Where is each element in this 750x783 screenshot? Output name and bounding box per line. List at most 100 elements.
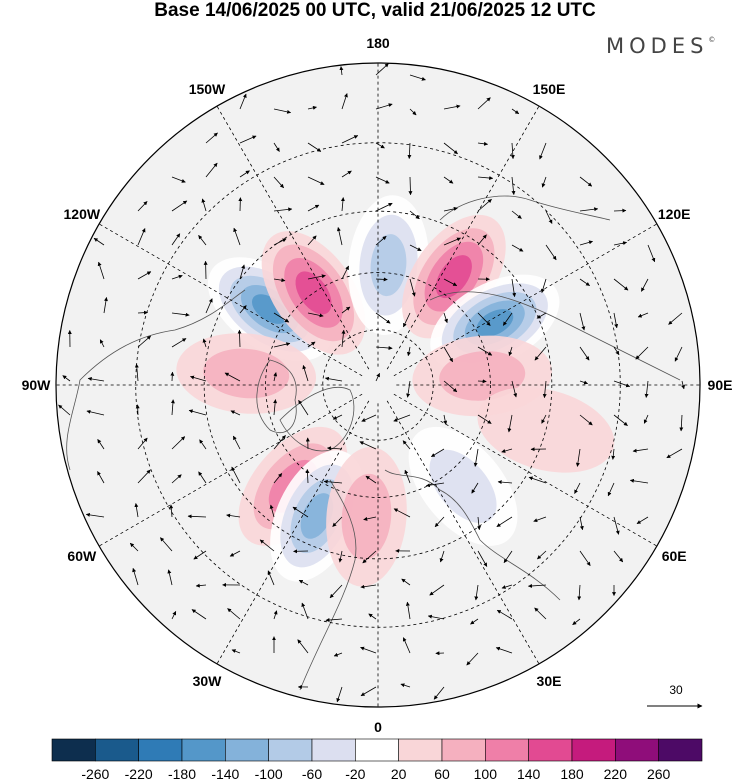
wind-vector (409, 244, 422, 252)
wind-vector (375, 176, 390, 184)
wind-vector (375, 235, 387, 246)
wind-vector (324, 376, 343, 382)
map-boundary (55, 62, 701, 708)
wind-vector (443, 414, 448, 425)
wind-vector (85, 512, 105, 518)
wind-vector (579, 516, 584, 531)
wind-vector (137, 271, 152, 280)
wind-vector (171, 233, 181, 246)
wind-vector (537, 550, 547, 560)
colorbar-tick-label: -20 (345, 766, 365, 782)
longitude-label: 90W (22, 377, 52, 393)
wind-vector (375, 202, 393, 212)
wind-vector (681, 380, 686, 390)
wind-vector (231, 466, 241, 484)
wind-vector (536, 312, 547, 319)
wind-vector (613, 312, 619, 329)
wind-vector (87, 376, 105, 382)
colorbar-swatch (138, 738, 183, 762)
wind-vector (539, 142, 547, 160)
wind-vector (97, 471, 105, 484)
vector-reference-label: 30 (669, 683, 683, 697)
wind-vector (333, 652, 343, 657)
wind-vector (541, 176, 547, 188)
wind-vector (496, 516, 513, 528)
colorbar-tick-label: -100 (255, 766, 283, 782)
wind-vector (341, 135, 359, 144)
wind-vector (637, 312, 649, 318)
wind-vector (429, 584, 445, 596)
wind-vector (360, 584, 377, 589)
wind-vector (572, 618, 581, 626)
wind-vector (403, 312, 411, 328)
wind-vector (340, 197, 345, 212)
wind-vector (298, 579, 309, 586)
colorbar-swatch (528, 738, 573, 762)
wind-vector (99, 339, 105, 348)
wind-vector (635, 346, 649, 360)
map-title: Base 14/06/2025 00 UTC, valid 21/06/2025… (154, 0, 596, 21)
wind-vector (540, 278, 547, 294)
wind-vector (495, 646, 513, 654)
wind-vector (613, 516, 620, 535)
wind-vector (341, 170, 352, 178)
wind-vector (307, 274, 326, 280)
wind-vector (477, 97, 491, 110)
wind-vector (473, 448, 479, 467)
wind-vector (307, 105, 317, 110)
greenland-atlantic-coast (299, 479, 357, 691)
wind-vector (427, 614, 445, 620)
wind-vector (644, 380, 649, 398)
wind-vector (443, 142, 458, 155)
wind-vector (301, 602, 309, 620)
wind-vector (443, 278, 458, 287)
wind-vector (545, 244, 557, 261)
wind-vector (579, 346, 590, 361)
logo-text: MODES (606, 34, 709, 58)
wind-vector (323, 479, 343, 484)
wind-vector (239, 170, 250, 178)
wind-vector (545, 210, 553, 224)
anomaly-contour (341, 473, 392, 560)
wind-vector (273, 312, 290, 323)
wind-vector (474, 584, 479, 601)
wind-vector (273, 372, 278, 382)
wind-vector (666, 448, 683, 459)
colorbar-swatch (51, 738, 96, 762)
anomaly-contour (435, 255, 472, 299)
wind-vector (273, 342, 291, 348)
wind-vector (477, 141, 489, 146)
copyright-mark: © (708, 36, 716, 44)
map-disc (56, 63, 700, 707)
wind-vector (137, 201, 148, 212)
colorbar-swatch (95, 738, 139, 762)
wind-vector (171, 176, 186, 183)
europe-coast (384, 469, 561, 601)
wind-vector (267, 570, 275, 586)
wind-vector (259, 539, 275, 552)
wind-vector (542, 380, 547, 399)
wind-vector (160, 537, 173, 552)
wind-vector (307, 341, 316, 348)
wind-vector (439, 550, 445, 563)
wind-vector (501, 448, 513, 453)
wind-vector (239, 135, 257, 144)
colorbar-tick-label: -180 (168, 766, 196, 782)
wind-vector (365, 475, 377, 484)
wind-vector (629, 478, 649, 484)
colorbar-tick-label: -60 (302, 766, 322, 782)
wind-vector (668, 312, 683, 325)
wind-vector (359, 441, 377, 450)
meridian-line (216, 400, 370, 665)
wind-vector (613, 380, 631, 388)
wind-vector (409, 74, 426, 81)
wind-vector (401, 578, 411, 586)
wind-vector (201, 198, 207, 212)
wind-vector (443, 380, 458, 393)
anomaly-contour (429, 449, 497, 523)
wind-vector (191, 609, 207, 620)
wind-vector (579, 380, 589, 385)
wind-vector (273, 435, 286, 450)
wind-vector (577, 584, 582, 601)
wind-vector (574, 482, 581, 494)
